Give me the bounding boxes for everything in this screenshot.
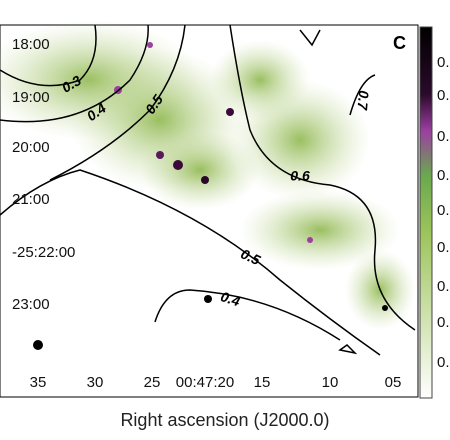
source <box>382 305 388 311</box>
contour <box>0 24 149 123</box>
contour <box>0 169 381 356</box>
colorbar-label: 0. <box>437 354 450 371</box>
x-tick-label: 35 <box>30 374 47 391</box>
source <box>156 151 164 159</box>
y-tick-label: 20:00 <box>12 139 50 156</box>
x-tick-label: 25 <box>144 374 161 391</box>
colorbar-label: 0. <box>437 202 450 219</box>
source <box>201 176 209 184</box>
colorbar-label: 0. <box>437 87 450 104</box>
x-tick-label: 15 <box>254 374 271 391</box>
contour <box>49 24 186 181</box>
y-tick-label: 19:00 <box>12 89 50 106</box>
colorbar-label: 0. <box>437 278 450 295</box>
panel-label: C <box>393 33 406 53</box>
source <box>226 108 234 116</box>
y-tick-label: 21:00 <box>12 191 50 208</box>
contour <box>338 344 358 355</box>
contour <box>0 24 97 87</box>
x-tick-label: 10 <box>322 374 339 391</box>
contour <box>229 24 416 331</box>
emission <box>140 130 260 210</box>
x-tick-label: 00:47:20 <box>176 374 234 391</box>
colorbar <box>419 26 433 399</box>
colorbar-label: 0. <box>437 239 450 256</box>
source <box>147 42 153 48</box>
sky-image <box>0 20 419 398</box>
contour-label: 0.4 <box>219 288 243 309</box>
x-tick-label: 30 <box>87 374 104 391</box>
x-axis-label: Right ascension (J2000.0) <box>120 410 329 430</box>
y-tick-label: 18:00 <box>12 36 50 53</box>
y-tick-label: -25:22:00 <box>12 244 75 261</box>
colorbar-label: 0. <box>437 128 450 145</box>
source <box>204 295 212 303</box>
colorbar-label: 0. <box>437 314 450 331</box>
source <box>307 237 313 243</box>
y-tick-label: 23:00 <box>12 296 50 313</box>
emission <box>210 40 310 120</box>
contour-label: 0.6 <box>290 168 310 184</box>
emission <box>240 190 400 270</box>
x-tick-label: 05 <box>385 374 402 391</box>
colorbar-label: 0. <box>437 167 450 184</box>
contour <box>154 289 341 341</box>
contour <box>349 74 376 116</box>
source <box>33 340 43 350</box>
contour <box>299 29 321 47</box>
colorbar-label: 0. <box>437 54 450 71</box>
contour-label: 0.5 <box>238 245 263 268</box>
contour-label: 0.7 <box>354 90 372 112</box>
source <box>173 160 183 170</box>
